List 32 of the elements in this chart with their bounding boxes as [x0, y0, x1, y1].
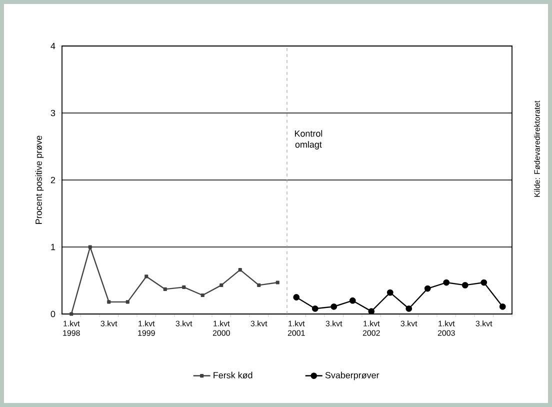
y-axis-title: Procent positive prøve	[35, 136, 44, 224]
y-tick-label: 0	[50, 310, 56, 318]
point	[163, 287, 167, 292]
point	[257, 283, 261, 287]
point	[424, 285, 431, 292]
point	[276, 280, 280, 284]
y-tick-label: 4	[50, 42, 56, 50]
point	[88, 245, 92, 249]
point	[70, 312, 74, 316]
point	[107, 300, 111, 304]
point	[220, 283, 224, 287]
y-tick-label: 3	[50, 110, 56, 116]
y-tick-label: 2	[50, 176, 56, 184]
point	[386, 289, 394, 296]
point	[312, 305, 318, 312]
point	[480, 279, 488, 286]
point	[182, 285, 186, 289]
point	[406, 305, 412, 312]
point	[293, 294, 300, 300]
point	[443, 279, 450, 286]
y-tick-label: 1	[51, 244, 56, 250]
point	[349, 297, 356, 304]
annotation: Kontrol omlagt	[294, 130, 322, 150]
point	[200, 293, 204, 298]
point	[238, 268, 242, 272]
legend-label: Svaberprøver	[325, 372, 380, 380]
point	[462, 282, 468, 288]
point	[144, 274, 148, 278]
legend-label: Fersk kød	[214, 372, 252, 378]
point	[126, 300, 130, 304]
point	[499, 303, 506, 310]
point	[330, 303, 338, 310]
